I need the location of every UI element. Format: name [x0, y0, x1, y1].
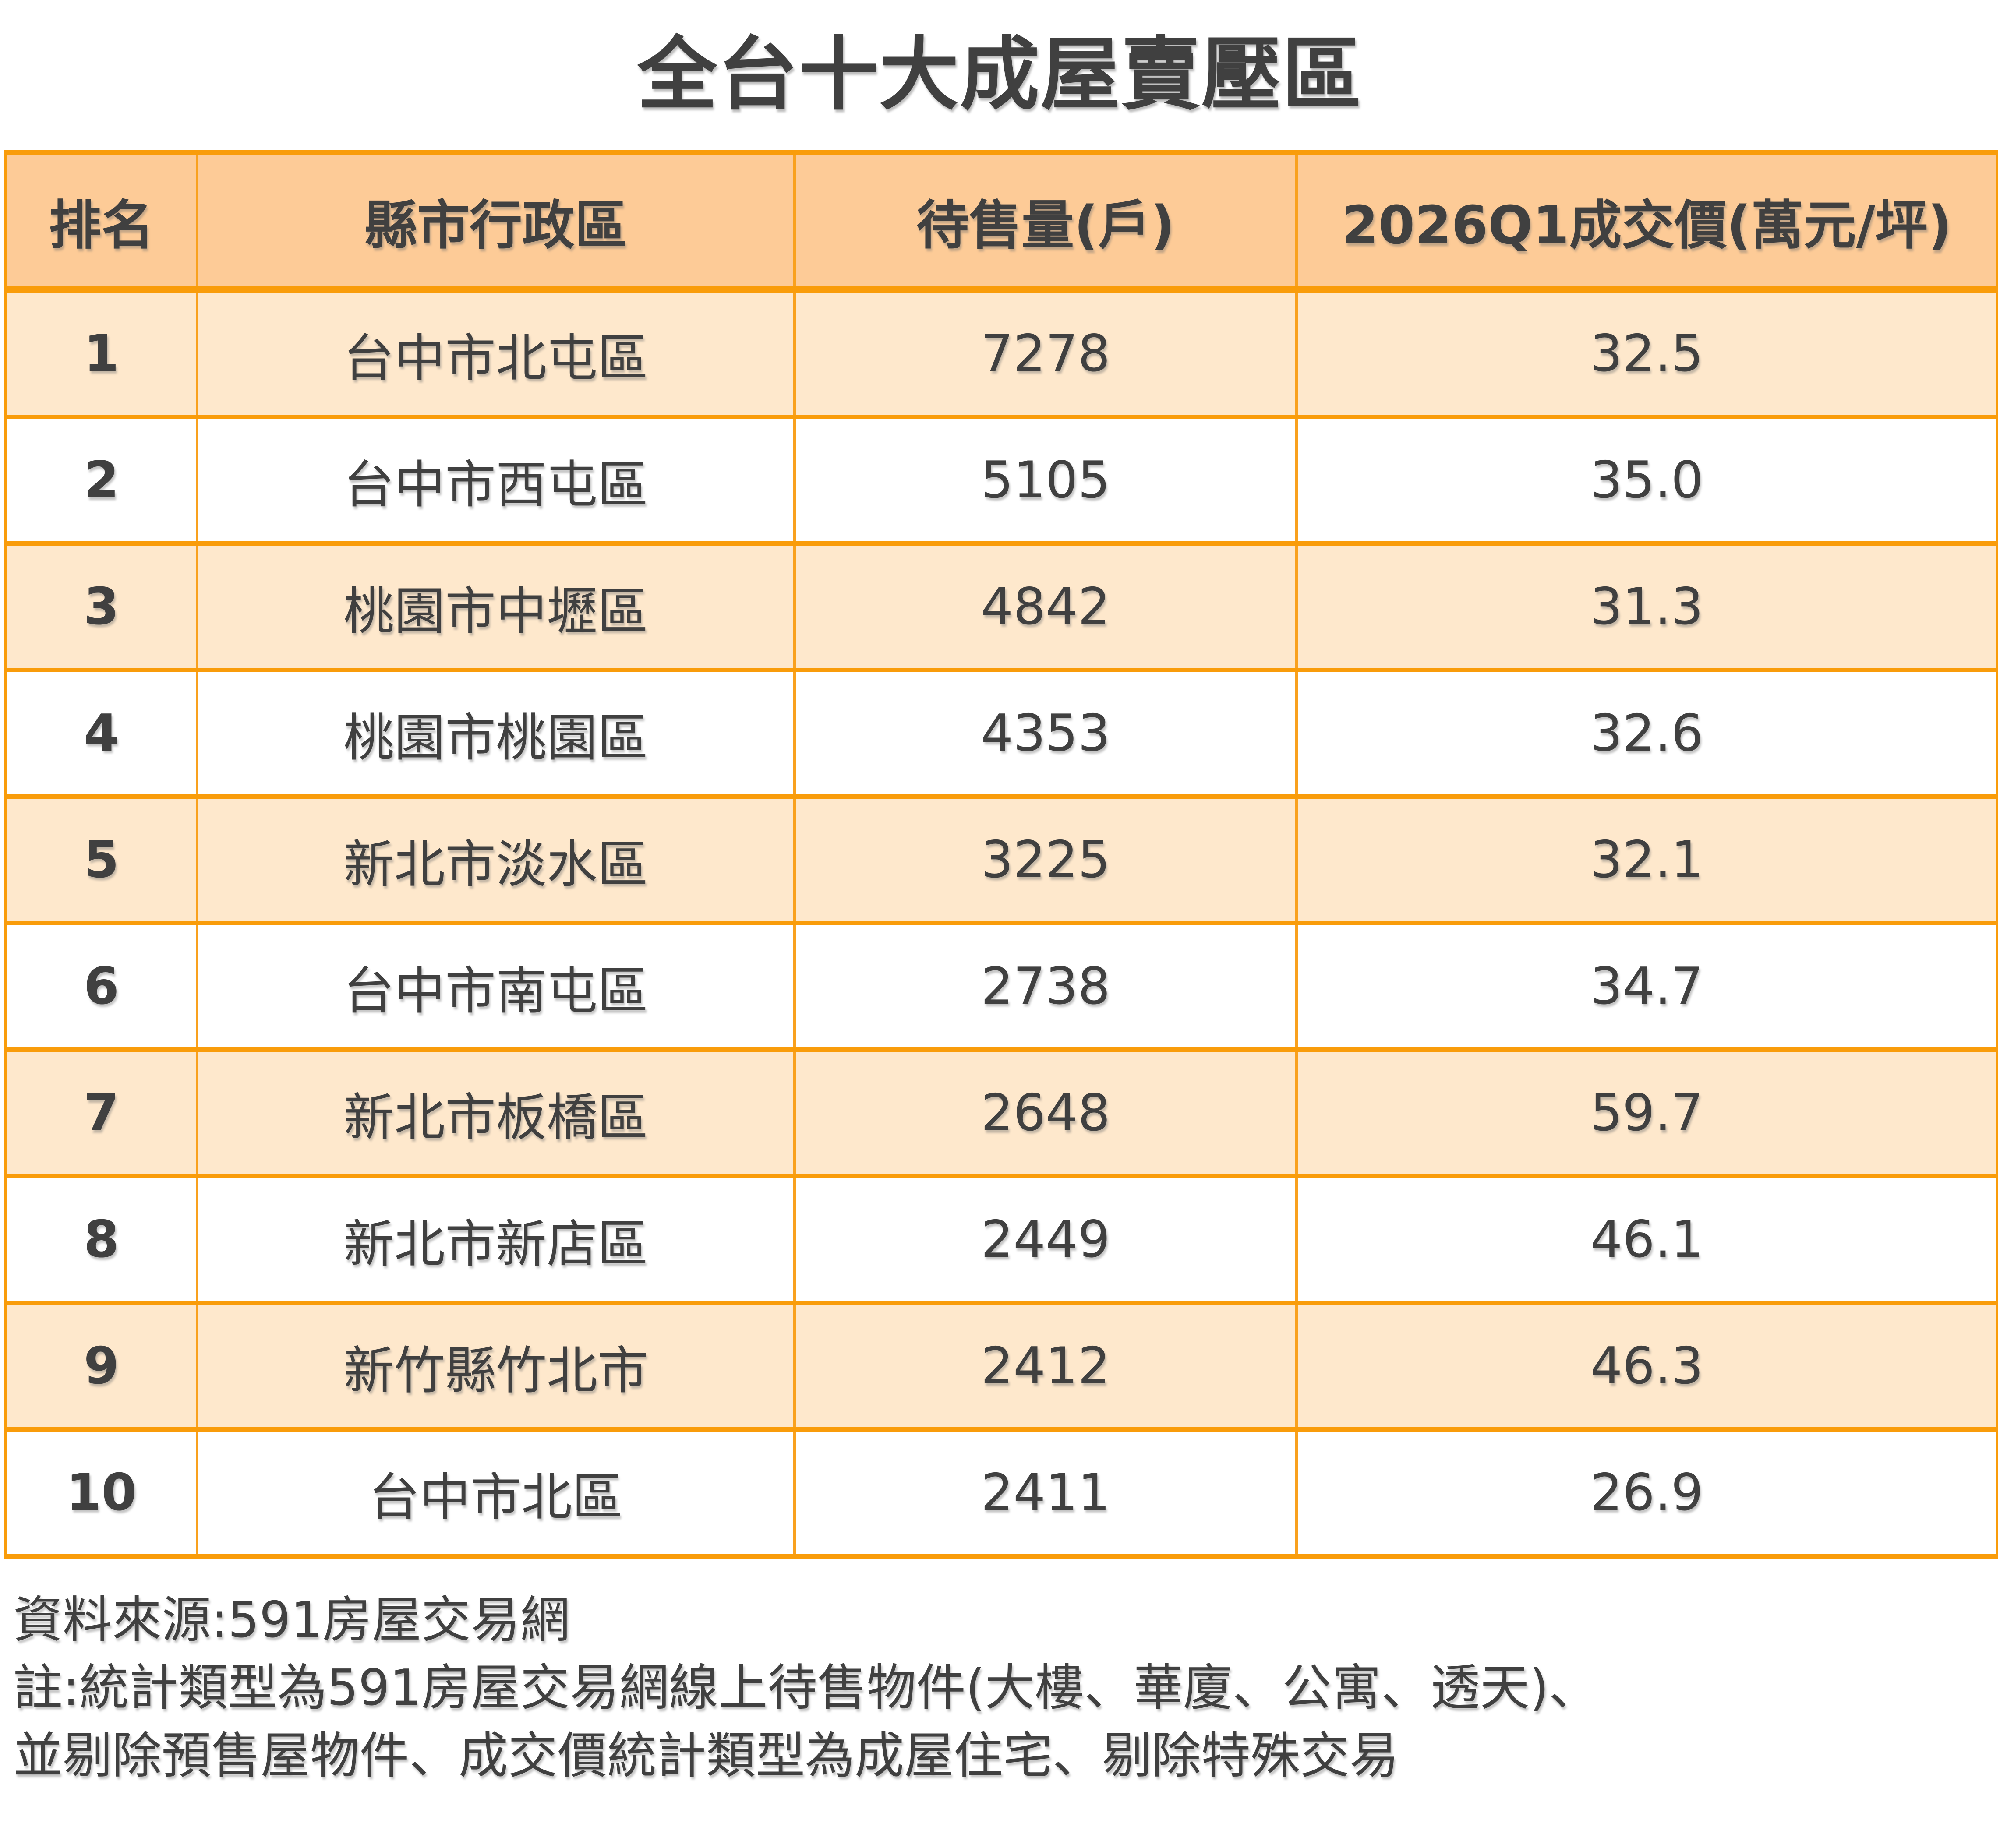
table-row: 7 新北市板橋區 2648 59.7: [6, 1050, 1997, 1176]
footer-notes: 資料來源:591房屋交易網 註:統計類型為591房屋交易網線上待售物件(大樓、華…: [13, 1586, 2000, 1790]
price-cell: 26.9: [1295, 1429, 1997, 1556]
column-header-rank: 排名: [6, 152, 197, 293]
column-header-district: 縣市行政區: [196, 152, 795, 293]
column-header-price: 2026Q1成交價(萬元/坪): [1295, 152, 1997, 293]
price-cell: 32.1: [1295, 797, 1997, 923]
table-row: 2 台中市西屯區 5105 35.0: [6, 417, 1997, 543]
supply-cell: 2738: [793, 923, 1297, 1050]
price-cell: 32.5: [1295, 289, 1997, 417]
table-row: 4 桃園市桃園區 4353 32.6: [6, 670, 1997, 797]
supply-cell: 4842: [793, 543, 1297, 670]
supply-cell: 2412: [793, 1303, 1297, 1429]
district-cell: 新北市新店區: [196, 1176, 795, 1303]
table-header: 排名 縣市行政區 待售量(戶) 2026Q1成交價(萬元/坪): [6, 152, 1997, 293]
table-row: 8 新北市新店區 2449 46.1: [6, 1176, 1997, 1303]
district-cell: 台中市西屯區: [196, 417, 795, 543]
rank-cell: 1: [6, 289, 197, 417]
ranking-table: 排名 縣市行政區 待售量(戶) 2026Q1成交價(萬元/坪) 1 台中市北屯區…: [4, 150, 1998, 1559]
district-cell: 新竹縣竹北市: [196, 1303, 795, 1429]
price-cell: 46.1: [1295, 1176, 1997, 1303]
district-cell: 桃園市中壢區: [196, 543, 795, 670]
footer-note-line1: 註:統計類型為591房屋交易網線上待售物件(大樓、華廈、公寓、透天)、: [13, 1659, 1598, 1717]
rank-cell: 9: [6, 1303, 197, 1429]
price-cell: 46.3: [1295, 1303, 1997, 1429]
page-title: 全台十大成屋賣壓區: [637, 28, 1363, 121]
supply-cell: 5105: [793, 417, 1297, 543]
table-row: 3 桃園市中壢區 4842 31.3: [6, 543, 1997, 670]
district-cell: 台中市北屯區: [196, 289, 795, 417]
district-cell: 新北市板橋區: [196, 1050, 795, 1176]
district-cell: 台中市北區: [196, 1429, 795, 1556]
price-cell: 34.7: [1295, 923, 1997, 1050]
price-cell: 35.0: [1295, 417, 1997, 543]
table-row: 9 新竹縣竹北市 2412 46.3: [6, 1303, 1997, 1429]
district-cell: 新北市淡水區: [196, 797, 795, 923]
table-row: 10 台中市北區 2411 26.9: [6, 1429, 1997, 1556]
table-row: 5 新北市淡水區 3225 32.1: [6, 797, 1997, 923]
supply-cell: 2411: [793, 1429, 1297, 1556]
rank-cell: 6: [6, 923, 197, 1050]
rank-cell: 8: [6, 1176, 197, 1303]
rank-cell: 7: [6, 1050, 197, 1176]
column-header-supply: 待售量(戶): [793, 152, 1297, 293]
supply-cell: 2449: [793, 1176, 1297, 1303]
footer-note-line2: 並剔除預售屋物件、成交價統計類型為成屋住宅、剔除特殊交易: [13, 1727, 1399, 1785]
footer-source: 資料來源:591房屋交易網: [13, 1591, 570, 1649]
supply-cell: 3225: [793, 797, 1297, 923]
district-cell: 台中市南屯區: [196, 923, 795, 1050]
district-cell: 桃園市桃園區: [196, 670, 795, 797]
rank-cell: 4: [6, 670, 197, 797]
supply-cell: 7278: [793, 289, 1297, 417]
table-row: 1 台中市北屯區 7278 32.5: [6, 289, 1997, 417]
price-cell: 31.3: [1295, 543, 1997, 670]
rank-cell: 2: [6, 417, 197, 543]
table-row: 6 台中市南屯區 2738 34.7: [6, 923, 1997, 1050]
rank-cell: 10: [6, 1429, 197, 1556]
rank-cell: 3: [6, 543, 197, 670]
supply-cell: 4353: [793, 670, 1297, 797]
rank-cell: 5: [6, 797, 197, 923]
price-cell: 59.7: [1295, 1050, 1997, 1176]
price-cell: 32.6: [1295, 670, 1997, 797]
supply-cell: 2648: [793, 1050, 1297, 1176]
